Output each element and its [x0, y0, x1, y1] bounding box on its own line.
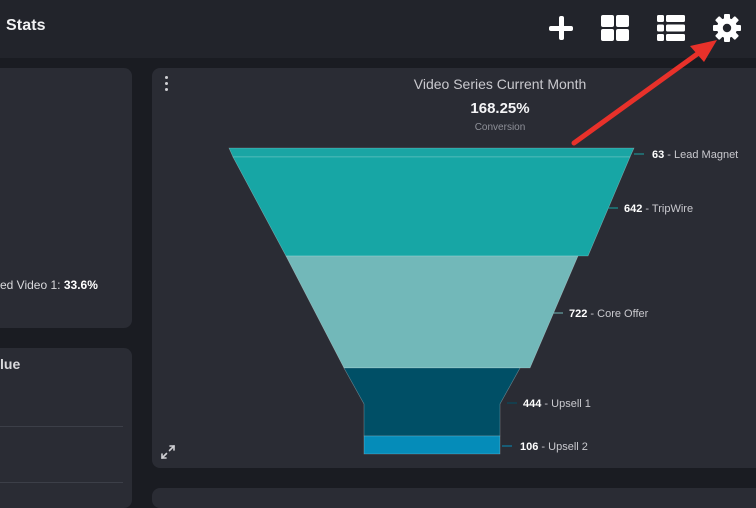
funnel-chart-card: Video Series Current Month 168.25% Conve…	[152, 68, 756, 468]
video-stat-value: 33.6%	[63, 278, 98, 292]
funnel-stage-label: 444 - Upsell 1	[523, 398, 591, 410]
funnel-stage[interactable]	[285, 255, 579, 369]
value-card-heading: lue	[0, 356, 21, 372]
funnel-stage-label: 642 - TripWire	[624, 203, 693, 215]
funnel-stage-label: 106 - Upsell 2	[520, 441, 588, 453]
funnel-stage-label: 722 - Core Offer	[569, 308, 649, 320]
stat-card: ed Video 1: 33.6%	[0, 68, 132, 328]
expand-icon[interactable]	[160, 444, 176, 460]
bottom-card	[152, 488, 756, 508]
list-view-icon[interactable]	[656, 13, 686, 43]
more-options-icon[interactable]	[161, 76, 171, 96]
funnel-stage[interactable]	[232, 156, 631, 257]
top-bar: Stats	[0, 0, 756, 58]
grid-view-icon[interactable]	[600, 13, 630, 43]
funnel-stage-label: 63 - Lead Magnet	[652, 149, 738, 161]
funnel-stage[interactable]	[343, 367, 521, 437]
video-stat-label: ed Video 1:	[0, 278, 64, 292]
divider	[0, 426, 123, 427]
video-stat: ed Video 1: 33.6%	[0, 278, 98, 292]
funnel-stage[interactable]	[228, 147, 635, 158]
plus-icon[interactable]	[546, 13, 576, 43]
chart-title: Video Series Current Month	[413, 76, 587, 92]
funnel-chart: 63 - Lead Magnet 642 - TripWire 722 - Core…	[228, 147, 738, 455]
page-title: Stats	[6, 17, 46, 34]
funnel-stage[interactable]	[363, 435, 501, 455]
conversion-label: Conversion	[474, 122, 526, 133]
gear-icon[interactable]	[712, 13, 742, 43]
value-card: lue	[0, 348, 132, 508]
conversion-value: 168.25%	[470, 100, 530, 117]
divider	[0, 482, 123, 483]
